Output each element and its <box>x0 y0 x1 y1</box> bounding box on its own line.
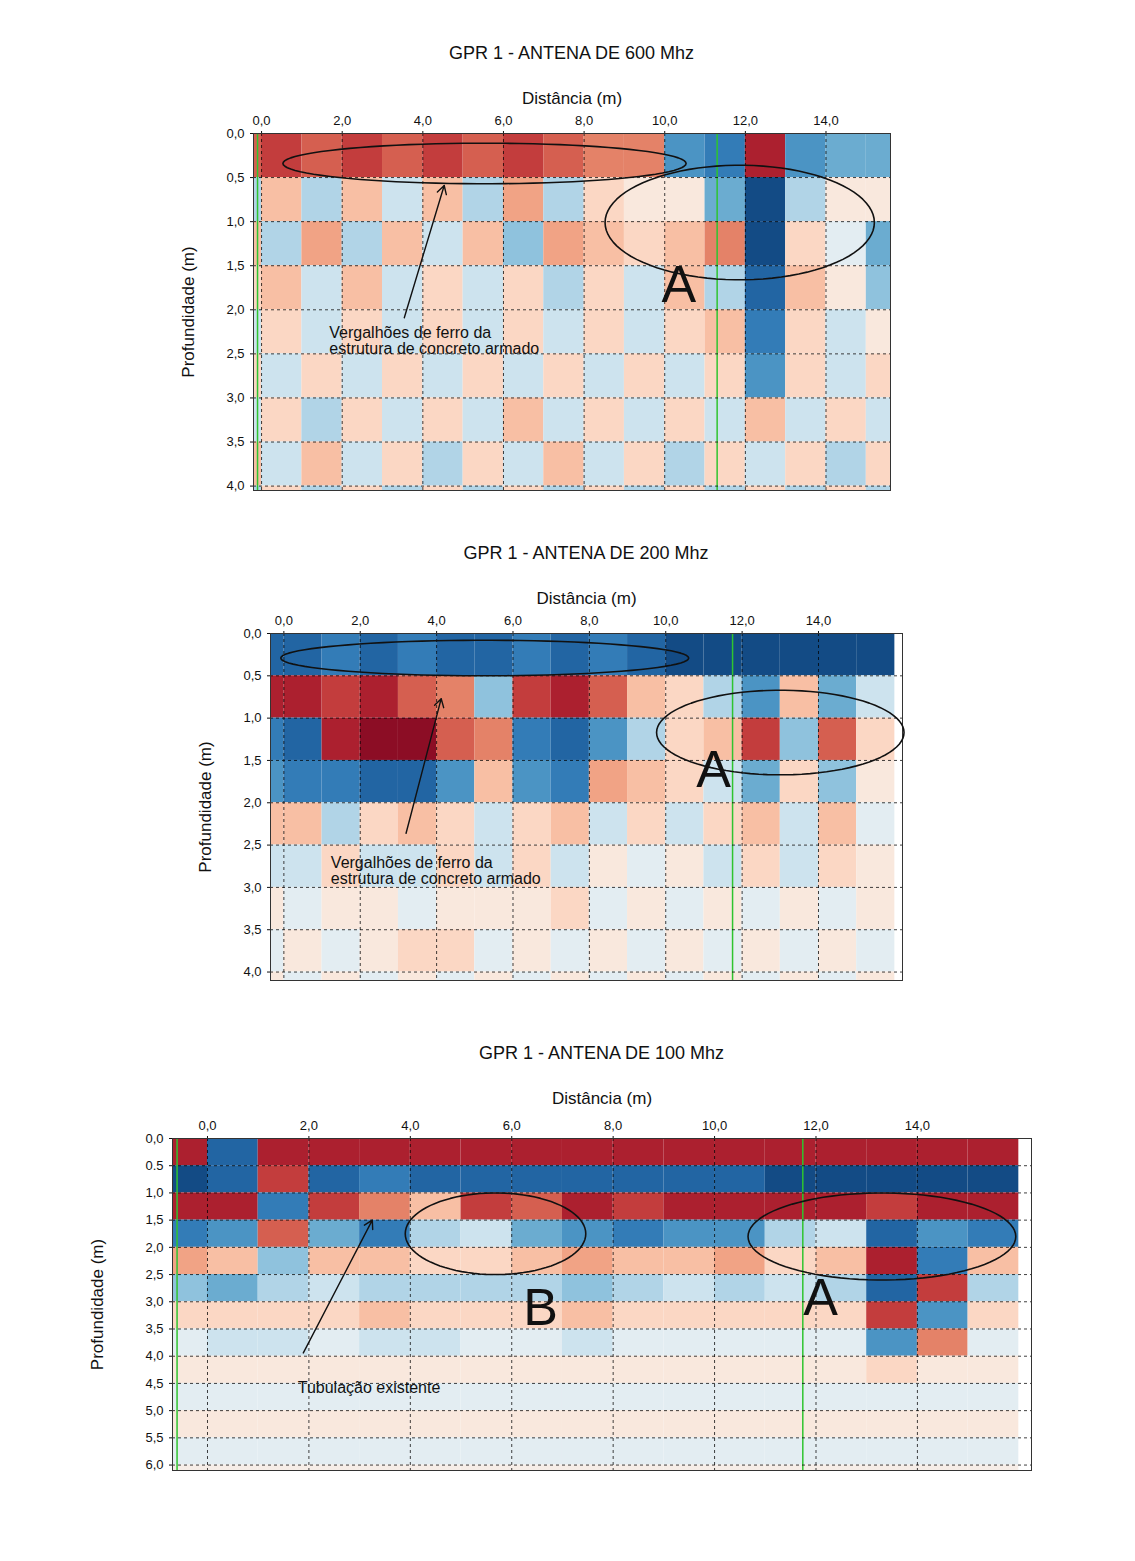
svg-text:8,0: 8,0 <box>580 613 598 628</box>
svg-text:3,0: 3,0 <box>226 390 244 405</box>
svg-text:0,0: 0,0 <box>198 1118 216 1133</box>
svg-text:14,0: 14,0 <box>905 1118 930 1133</box>
svg-text:4,0: 4,0 <box>414 113 432 128</box>
svg-text:0.5: 0.5 <box>145 1158 163 1173</box>
svg-text:Vergalhões de ferro daestrutur: Vergalhões de ferro daestrutura de concr… <box>329 324 539 357</box>
svg-text:14,0: 14,0 <box>806 613 831 628</box>
svg-text:2,5: 2,5 <box>226 346 244 361</box>
svg-text:Profundidade (m): Profundidade (m) <box>88 1239 107 1370</box>
svg-text:1,0: 1,0 <box>145 1185 163 1200</box>
html-text:GPR 1 - ANTENA DE 200 Mhz: GPR 1 - ANTENA DE 200 Mhz <box>463 543 709 563</box>
svg-text:14,0: 14,0 <box>813 113 838 128</box>
svg-text:B: B <box>523 1278 558 1336</box>
svg-text:8,0: 8,0 <box>575 113 593 128</box>
svg-text:A: A <box>661 255 696 313</box>
svg-text:Distância (m): Distância (m) <box>552 1089 652 1108</box>
svg-text:Tubulação existente: Tubulação existente <box>298 1379 441 1396</box>
svg-text:4,0: 4,0 <box>226 478 244 493</box>
svg-text:10,0: 10,0 <box>652 113 677 128</box>
svg-text:12,0: 12,0 <box>803 1118 828 1133</box>
svg-text:0,5: 0,5 <box>226 170 244 185</box>
svg-text:2,0: 2,0 <box>226 302 244 317</box>
svg-text:3,0: 3,0 <box>243 880 261 895</box>
svg-text:0,0: 0,0 <box>226 126 244 141</box>
svg-text:4,5: 4,5 <box>145 1376 163 1391</box>
svg-text:Profundidade (m): Profundidade (m) <box>196 741 215 872</box>
svg-text:8,0: 8,0 <box>604 1118 622 1133</box>
svg-text:2,0: 2,0 <box>145 1240 163 1255</box>
svg-text:2,0: 2,0 <box>351 613 369 628</box>
svg-text:6,0: 6,0 <box>494 113 512 128</box>
svg-text:5,5: 5,5 <box>145 1430 163 1445</box>
svg-text:0,0: 0,0 <box>275 613 293 628</box>
svg-text:0,0: 0,0 <box>253 113 271 128</box>
svg-text:A: A <box>803 1268 838 1326</box>
svg-text:2,5: 2,5 <box>145 1267 163 1282</box>
svg-text:5,0: 5,0 <box>145 1403 163 1418</box>
svg-text:0,5: 0,5 <box>243 668 261 683</box>
svg-text:2,5: 2,5 <box>243 837 261 852</box>
svg-text:4,0: 4,0 <box>145 1348 163 1363</box>
svg-text:1,0: 1,0 <box>226 214 244 229</box>
svg-text:12,0: 12,0 <box>729 613 754 628</box>
svg-text:Profundidade (m): Profundidade (m) <box>179 246 198 377</box>
svg-text:3,5: 3,5 <box>145 1321 163 1336</box>
svg-text:1,5: 1,5 <box>243 753 261 768</box>
svg-text:0,0: 0,0 <box>145 1131 163 1146</box>
svg-text:3,5: 3,5 <box>226 434 244 449</box>
svg-text:1,5: 1,5 <box>145 1212 163 1227</box>
svg-text:4,0: 4,0 <box>428 613 446 628</box>
svg-text:0,0: 0,0 <box>243 626 261 641</box>
svg-text:4,0: 4,0 <box>243 964 261 979</box>
svg-text:3,5: 3,5 <box>243 922 261 937</box>
svg-text:10,0: 10,0 <box>653 613 678 628</box>
svg-text:12,0: 12,0 <box>733 113 758 128</box>
svg-text:Distância (m): Distância (m) <box>522 89 622 108</box>
svg-text:10,0: 10,0 <box>702 1118 727 1133</box>
svg-text:6,0: 6,0 <box>504 613 522 628</box>
svg-text:Distância (m): Distância (m) <box>536 589 636 608</box>
svg-text:2,0: 2,0 <box>243 795 261 810</box>
html-text:GPR 1 - ANTENA DE 600 Mhz: GPR 1 - ANTENA DE 600 Mhz <box>449 43 694 63</box>
svg-text:2,0: 2,0 <box>300 1118 318 1133</box>
svg-text:4,0: 4,0 <box>401 1118 419 1133</box>
svg-text:6,0: 6,0 <box>145 1457 163 1472</box>
svg-text:2,0: 2,0 <box>333 113 351 128</box>
svg-text:3,0: 3,0 <box>145 1294 163 1309</box>
svg-text:1,0: 1,0 <box>243 710 261 725</box>
svg-text:1,5: 1,5 <box>226 258 244 273</box>
html-text:GPR 1 - ANTENA DE 100 Mhz: GPR 1 - ANTENA DE 100 Mhz <box>479 1043 724 1063</box>
svg-text:6,0: 6,0 <box>503 1118 521 1133</box>
svg-text:Vergalhões de ferro daestrutur: Vergalhões de ferro daestrutura de concr… <box>331 854 541 887</box>
svg-text:A: A <box>696 740 731 798</box>
